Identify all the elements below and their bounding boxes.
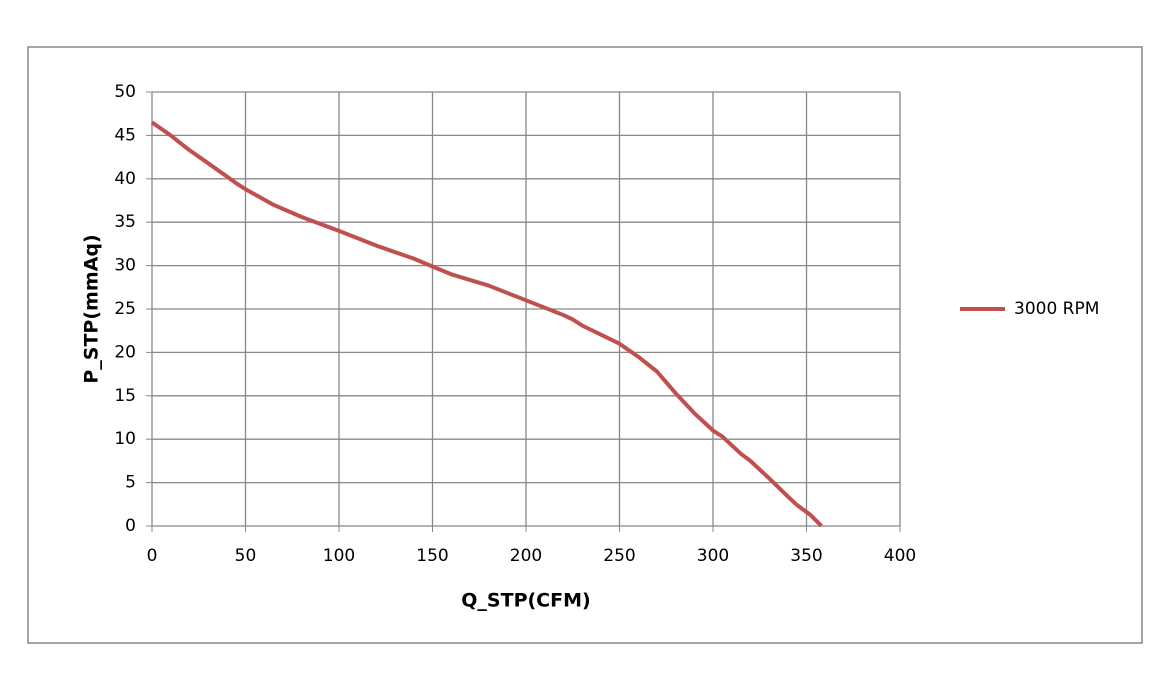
x-tick-label: 0 bbox=[147, 546, 158, 566]
x-tick-label: 150 bbox=[416, 546, 448, 566]
y-tick-label: 25 bbox=[114, 299, 136, 319]
y-tick-label: 50 bbox=[114, 82, 136, 102]
y-tick-label: 15 bbox=[114, 386, 136, 406]
x-tick-label: 250 bbox=[603, 546, 635, 566]
x-tick-label: 400 bbox=[884, 546, 916, 566]
y-tick-label: 40 bbox=[114, 169, 136, 189]
chart-frame bbox=[27, 46, 1143, 644]
x-tick-label: 200 bbox=[510, 546, 542, 566]
y-tick-label: 5 bbox=[125, 473, 136, 493]
legend-label: 3000 RPM bbox=[1014, 299, 1099, 319]
x-tick-label: 50 bbox=[235, 546, 257, 566]
y-tick-label: 20 bbox=[114, 342, 136, 362]
x-tick-label: 300 bbox=[697, 546, 729, 566]
x-tick-label: 350 bbox=[790, 546, 822, 566]
y-tick-label: 45 bbox=[114, 125, 136, 145]
data-line bbox=[150, 120, 823, 528]
x-tick-label: 100 bbox=[323, 546, 355, 566]
y-tick-label: 10 bbox=[114, 429, 136, 449]
y-tick-label: 30 bbox=[114, 256, 136, 276]
y-axis-title: P_STP(mmAq) bbox=[81, 234, 103, 383]
y-tick-label: 0 bbox=[125, 516, 136, 536]
y-tick-label: 35 bbox=[114, 212, 136, 232]
x-axis-title: Q_STP(CFM) bbox=[461, 590, 590, 612]
